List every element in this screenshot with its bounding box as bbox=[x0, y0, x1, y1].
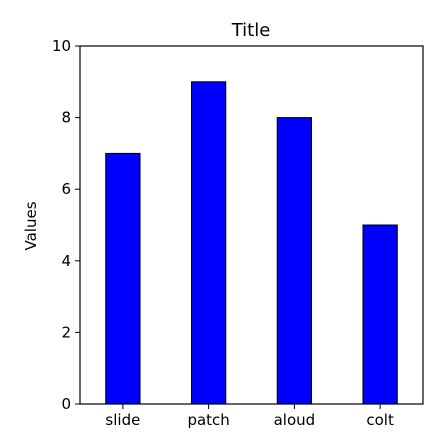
y-axis-ticks: 0 2 4 6 8 10 bbox=[52, 37, 80, 413]
y-tick-label: 2 bbox=[61, 323, 71, 341]
x-tick-label: patch bbox=[187, 411, 229, 429]
y-tick-label: 8 bbox=[61, 109, 71, 127]
y-tick-label: 0 bbox=[61, 395, 71, 413]
bar-group bbox=[105, 81, 398, 405]
bar-aloud bbox=[276, 117, 313, 405]
y-tick-label: 10 bbox=[52, 37, 71, 55]
x-tick-label: slide bbox=[105, 411, 140, 429]
chart-title: Title bbox=[231, 20, 271, 41]
y-tick-label: 4 bbox=[61, 252, 71, 270]
bar-colt bbox=[362, 224, 398, 405]
x-axis-ticks: slide patch aloud colt bbox=[105, 404, 394, 429]
bar-slide bbox=[105, 152, 141, 405]
y-tick-label: 6 bbox=[61, 180, 71, 198]
x-tick-label: aloud bbox=[274, 411, 316, 429]
x-tick-label: colt bbox=[366, 411, 394, 429]
y-axis-label: Values bbox=[22, 201, 40, 250]
bar-patch bbox=[190, 81, 227, 405]
plot-frame bbox=[79, 45, 424, 405]
